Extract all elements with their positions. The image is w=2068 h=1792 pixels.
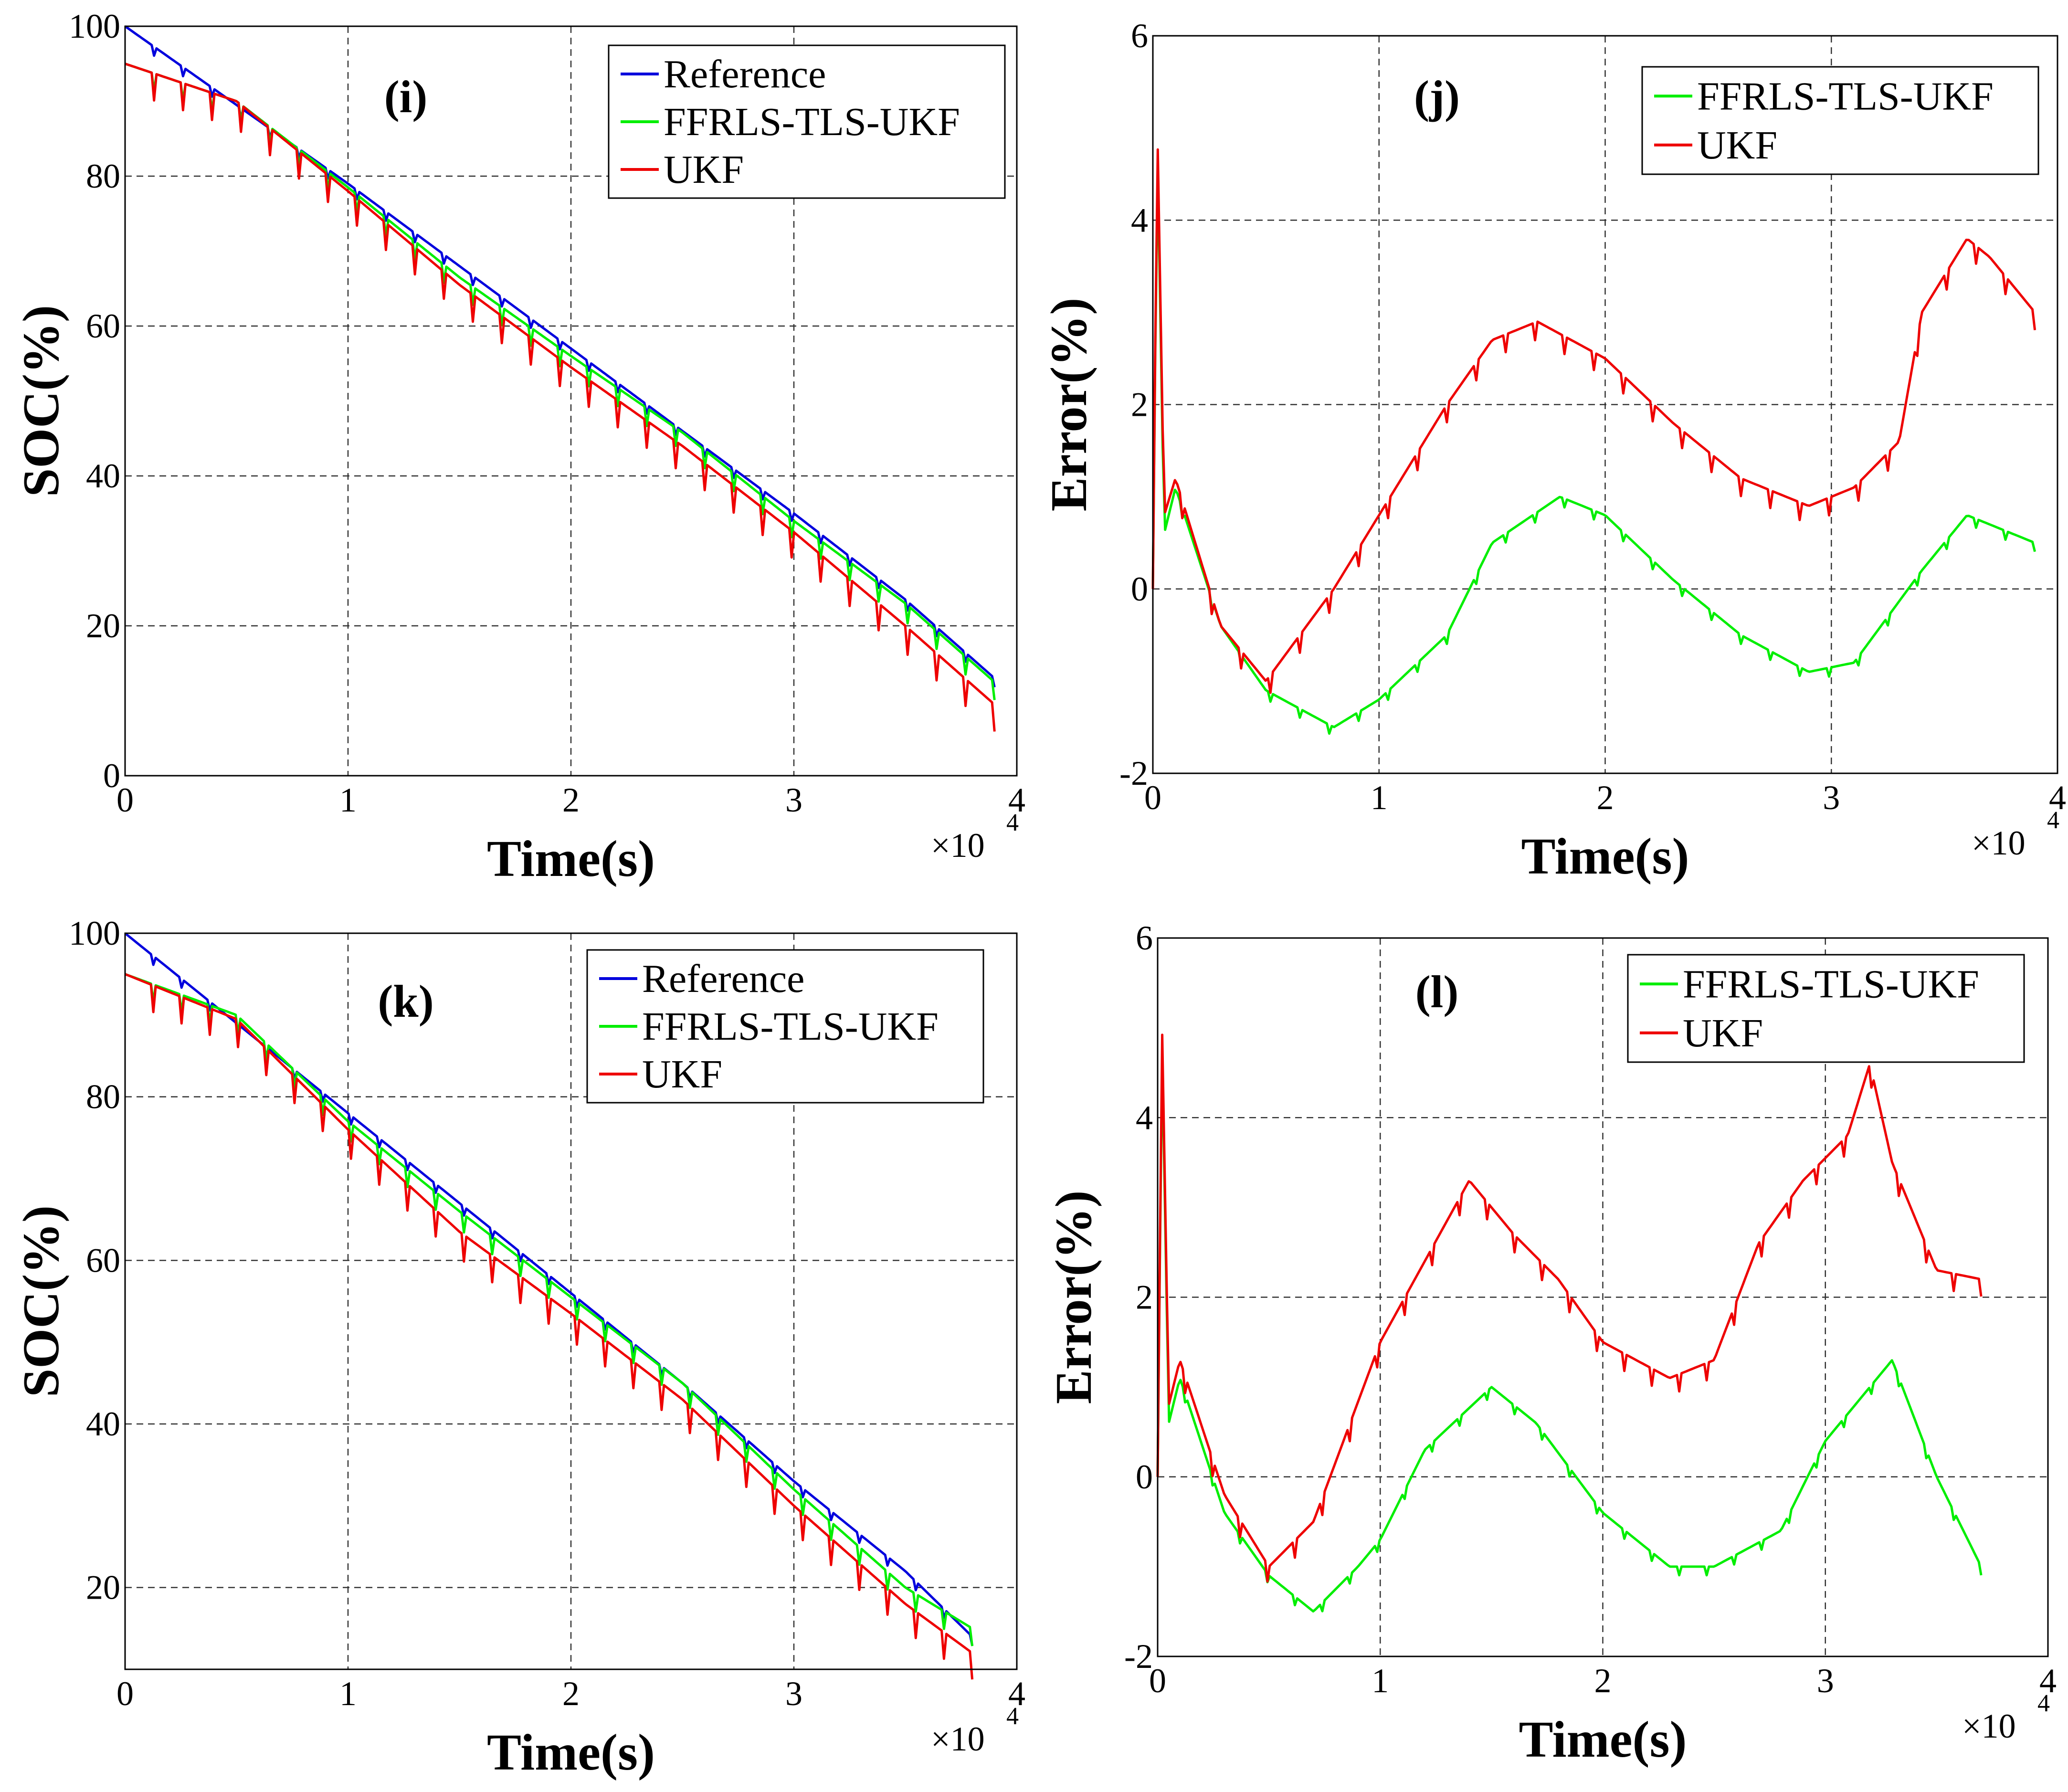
legend-box [1641,66,2039,175]
panel-2: 0 1 2 3 4 20 40 60 80 100 Time(s) SOC(%) ×10 4 (k) Refe… [13,914,1025,1781]
x-tick-label: 3 [785,781,802,819]
x-multiplier-exponent: 4 [2037,1690,2050,1717]
x-axis-label: Time(s) [1521,828,1689,885]
panel-tag: (l) [1415,966,1459,1017]
series-line-ffrls-tls-ukf [1156,1051,1983,1613]
y-tick-label: 60 [86,1241,120,1279]
x-multiplier: ×10 [1962,1707,2016,1745]
panel-tag: (k) [378,976,433,1027]
y-tick-label: 60 [86,307,120,345]
y-tick-label: -2 [1124,1637,1153,1676]
y-tick-label: 80 [86,157,120,195]
x-axis-label: Time(s) [1519,1711,1687,1768]
x-tick-label: 0 [116,781,134,819]
y-tick-label: 40 [86,457,120,495]
plot-frame [124,932,1018,1670]
x-axis-label: Time(s) [487,831,655,887]
y-tick-label: 6 [1136,919,1153,957]
x-multiplier: ×10 [931,826,985,864]
legend-label: UKF [664,148,744,192]
y-tick-label: 2 [1131,386,1148,424]
legend-label: FFRLS-TLS-UKF [642,1004,939,1049]
plot-frame [1152,35,2058,774]
legend-label: UKF [642,1052,722,1096]
legend-label: FFRLS-TLS-UKF [1683,962,1979,1006]
legend-label: UKF [1697,123,1777,168]
panel-tag: (i) [384,71,428,122]
x-tick-label: 1 [339,781,357,819]
plot-frame [1157,937,2049,1657]
y-tick-label: 0 [1136,1458,1153,1496]
x-multiplier-exponent: 4 [1006,809,1019,836]
plot-frame [124,25,1018,777]
x-multiplier: ×10 [1972,824,2026,862]
x-tick-label: 2 [1594,1662,1612,1700]
x-tick-label: 3 [1823,779,1840,817]
y-axis-label: Error(%) [1045,1191,1102,1404]
series-line-ffrls-tls-ukf [1151,167,2036,735]
x-tick-label: 0 [1144,779,1161,817]
legend-box [608,44,1006,199]
y-axis-label: SOC(%) [13,305,70,497]
y-tick-label: -2 [1119,754,1148,792]
x-tick-label: 3 [785,1675,802,1713]
legend-label: UKF [1683,1011,1763,1055]
y-tick-label: 80 [86,1078,120,1116]
x-tick-label: 0 [1149,1662,1166,1700]
legend: FFRLS-TLS-UKF UKF [1627,954,2025,1063]
x-tick-label: 1 [1371,779,1388,817]
x-tick-label: 2 [562,1675,580,1713]
y-tick-label: 0 [1131,570,1148,608]
y-tick-label: 100 [69,7,120,45]
series-line-ukf [1156,1033,1983,1583]
panel-tag: (j) [1414,71,1460,122]
legend-label: FFRLS-TLS-UKF [1697,74,1994,118]
x-tick-label: 4 [1008,1675,1025,1713]
x-tick-label: 4 [2039,1662,2057,1700]
y-tick-label: 6 [1131,17,1148,55]
y-tick-label: 20 [86,1569,120,1607]
x-tick-label: 4 [1008,781,1025,819]
legend-box [1627,954,2025,1063]
legend-label: Reference [664,52,826,96]
x-tick-label: 1 [339,1675,357,1713]
legend-box [586,949,984,1104]
x-tick-label: 4 [2049,779,2066,817]
y-tick-label: 2 [1136,1278,1153,1317]
x-tick-label: 1 [1372,1662,1389,1700]
y-axis-label: SOC(%) [13,1205,70,1397]
x-tick-label: 2 [1597,779,1614,817]
x-multiplier-exponent: 4 [1006,1703,1019,1730]
x-multiplier: ×10 [931,1720,985,1758]
legend-label: FFRLS-TLS-UKF [664,100,960,144]
y-tick-label: 4 [1136,1098,1153,1137]
y-tick-label: 4 [1131,201,1148,239]
y-tick-label: 0 [103,757,120,795]
y-tick-label: 20 [86,607,120,645]
x-axis-label: Time(s) [487,1724,655,1781]
x-tick-label: 2 [562,781,580,819]
x-tick-label: 0 [116,1675,134,1713]
series-line-ukf [1151,148,2036,694]
y-axis-label: Error(%) [1041,298,1097,512]
x-multiplier-exponent: 4 [2047,807,2059,834]
series-line-ukf [125,63,996,732]
y-tick-label: 100 [69,914,120,952]
y-tick-label: 40 [86,1405,120,1443]
legend: FFRLS-TLS-UKF UKF [1641,66,2039,175]
series-line-ukf [125,973,974,1680]
legend-label: Reference [642,957,804,1001]
x-tick-label: 3 [1817,1662,1834,1700]
